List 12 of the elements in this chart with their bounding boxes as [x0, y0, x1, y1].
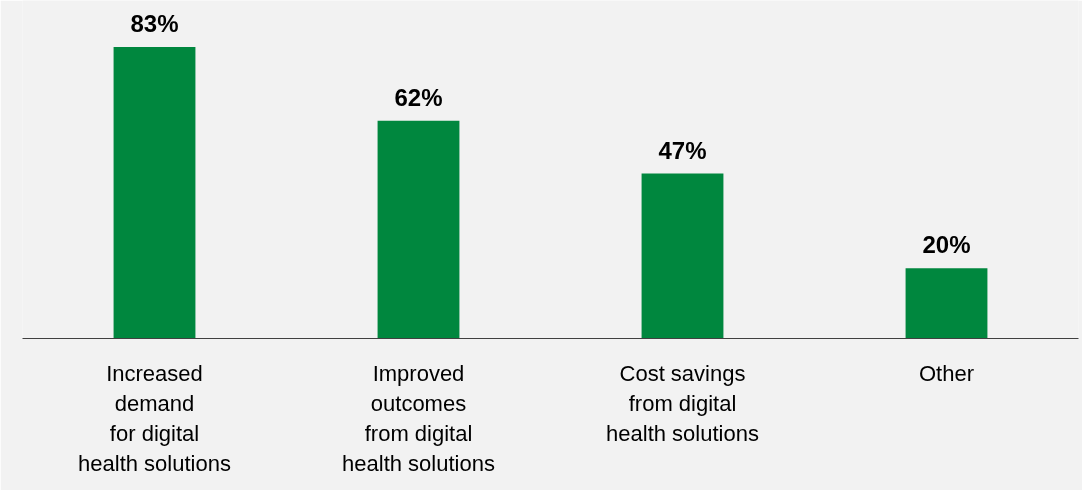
bar [377, 120, 460, 339]
bar [641, 173, 724, 339]
x-tick-label: Increased demand for digital health solutions [78, 360, 231, 476]
x-tick-label: Cost savings from digital health solutions [606, 360, 759, 446]
bar [113, 47, 196, 339]
bar [905, 268, 988, 339]
data-label: 47% [658, 136, 707, 164]
data-label: 20% [922, 231, 971, 259]
data-label: 62% [394, 83, 443, 111]
x-tick-label: Improved outcomes from digital health solutions [342, 360, 495, 476]
x-tick-label: Other [918, 360, 975, 386]
data-label: 83% [130, 10, 179, 38]
